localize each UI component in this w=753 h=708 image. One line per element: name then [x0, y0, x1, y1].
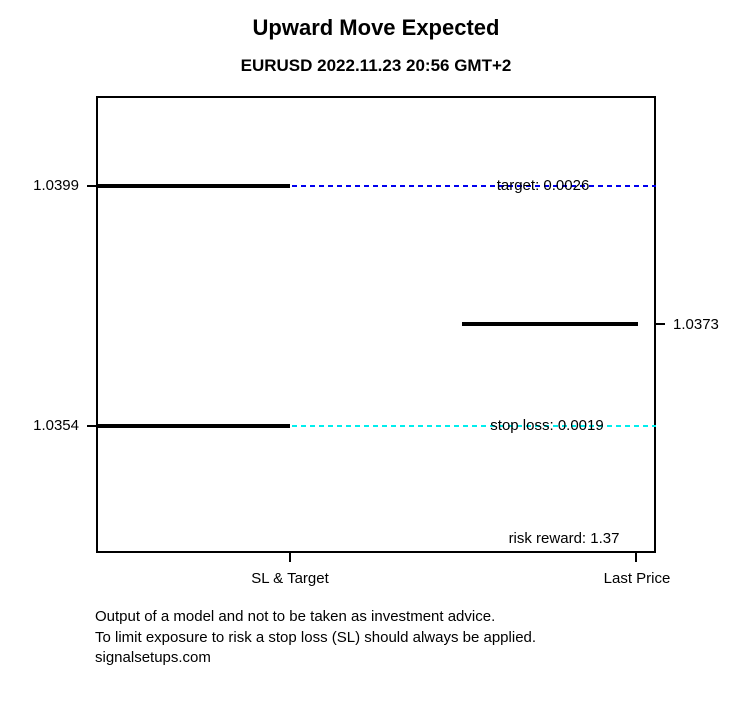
y-axis-tick-last-price — [656, 323, 665, 325]
target-solid-line — [96, 184, 290, 188]
chart-title: Upward Move Expected — [252, 15, 500, 40]
stop-loss-solid-line — [96, 424, 290, 428]
x-axis-tick-last-price — [635, 553, 637, 562]
y-axis-label-target: 1.0399 — [33, 177, 79, 194]
stop-loss-annotation: stop loss: 0.0019 — [490, 417, 604, 434]
target-annotation: target: 0.0026 — [496, 177, 590, 194]
last-price-line — [462, 322, 638, 326]
risk-reward-annotation: risk reward: 1.37 — [508, 530, 620, 547]
target-dashed-line — [292, 185, 656, 187]
disclaimer-line-2: To limit exposure to risk a stop loss (S… — [95, 628, 537, 646]
x-axis-label-sl-target: SL & Target — [251, 570, 329, 587]
x-axis-tick-sl-target — [289, 553, 291, 562]
y-axis-tick-target — [87, 185, 96, 187]
x-axis-label-last-price: Last Price — [603, 570, 671, 587]
stop-loss-dashed-line — [292, 425, 656, 427]
y-axis-label-last-price: 1.0373 — [673, 316, 719, 333]
y-axis-tick-stop-loss — [87, 425, 96, 427]
y-axis-label-stop-loss: 1.0354 — [33, 417, 79, 434]
chart-subtitle: EURUSD 2022.11.23 20:56 GMT+2 — [240, 56, 512, 75]
disclaimer-line-1: Output of a model and not to be taken as… — [95, 608, 496, 625]
website-text: signalsetups.com — [95, 649, 211, 666]
